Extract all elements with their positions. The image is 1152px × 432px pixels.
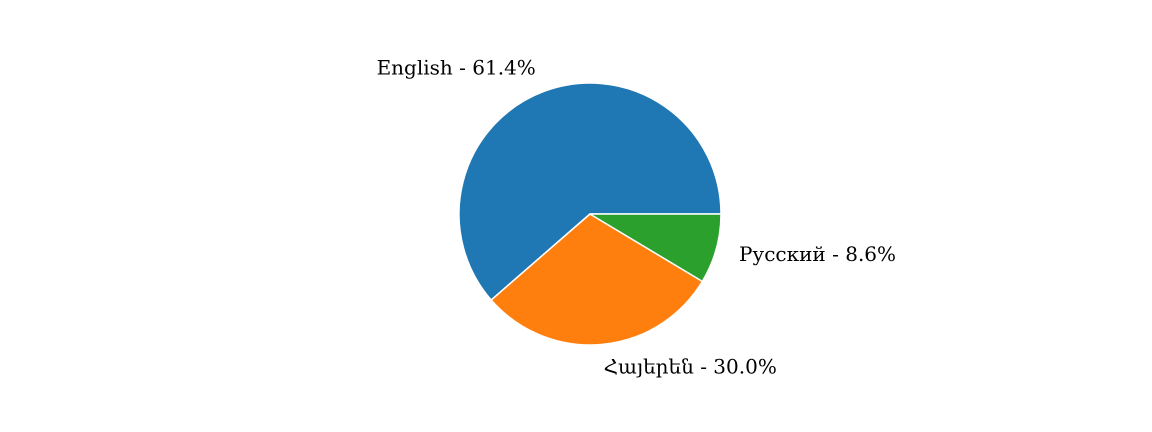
pie-slice-label-1: Հայերեն - 30.0% (604, 354, 777, 378)
pie-slice-0 (458, 82, 722, 301)
pie-slice-label-0: English - 61.4% (377, 56, 536, 80)
pie-slice-2 (589, 213, 722, 283)
pie-slice-label-2: Русский - 8.6% (739, 242, 896, 266)
pie-slices (458, 82, 722, 346)
pie-slice-1 (490, 213, 704, 346)
pie-labels: English - 61.4% Հայերեն - 30.0% Русский - … (377, 56, 896, 379)
